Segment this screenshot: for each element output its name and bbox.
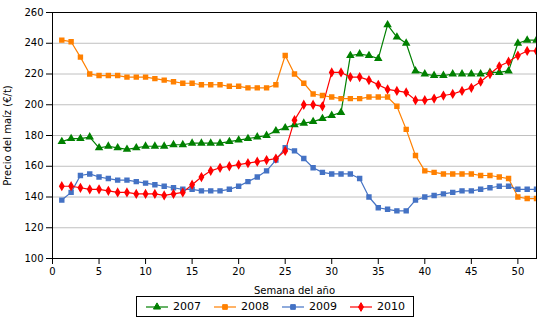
svg-text:260: 260 [24, 7, 43, 18]
svg-text:220: 220 [24, 68, 43, 79]
svg-text:10: 10 [139, 266, 152, 277]
svg-text:240: 240 [24, 37, 43, 48]
svg-text:100: 100 [24, 253, 43, 264]
html-text:2009: 2009 [309, 300, 337, 313]
svg-text:25: 25 [279, 266, 292, 277]
svg-text:Semana del año: Semana del año [254, 285, 335, 296]
svg-text:50: 50 [512, 266, 525, 277]
svg-text:45: 45 [465, 266, 478, 277]
svg-text:180: 180 [24, 130, 43, 141]
html-text:2008: 2008 [241, 300, 269, 313]
svg-text:0: 0 [49, 266, 55, 277]
svg-text:5: 5 [96, 266, 102, 277]
svg-text:160: 160 [24, 160, 43, 171]
html-text:2007: 2007 [173, 300, 201, 313]
svg-text:Precio del maíz (€/t): Precio del maíz (€/t) [2, 85, 13, 186]
svg-text:40: 40 [418, 266, 431, 277]
svg-text:15: 15 [186, 266, 199, 277]
svg-text:20: 20 [232, 266, 245, 277]
svg-text:30: 30 [325, 266, 338, 277]
svg-text:200: 200 [24, 99, 43, 110]
html-text:2010: 2010 [377, 300, 405, 313]
svg-text:120: 120 [24, 222, 43, 233]
svg-text:35: 35 [372, 266, 385, 277]
svg-text:140: 140 [24, 191, 43, 202]
